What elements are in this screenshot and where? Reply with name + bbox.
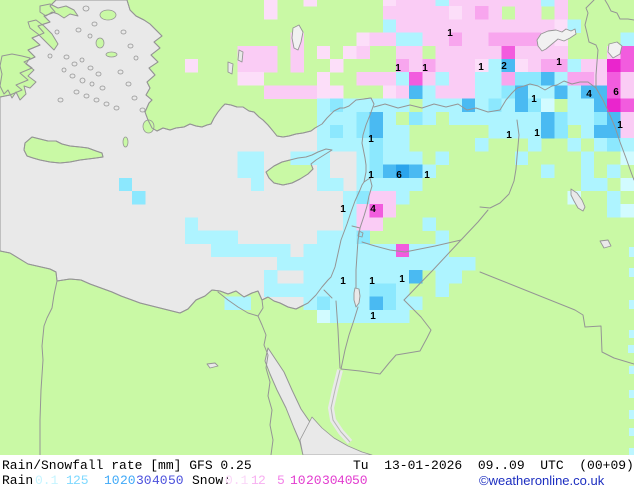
svg-text:6: 6 — [396, 170, 402, 181]
svg-text:2: 2 — [501, 61, 507, 72]
svg-text:6: 6 — [613, 87, 619, 98]
svg-text:1: 1 — [368, 170, 374, 181]
svg-text:1: 1 — [478, 62, 484, 73]
svg-text:1: 1 — [531, 94, 537, 105]
svg-text:1: 1 — [534, 128, 540, 139]
svg-text:1: 1 — [399, 274, 405, 285]
svg-text:1: 1 — [340, 276, 346, 287]
svg-text:1: 1 — [424, 170, 430, 181]
svg-text:1: 1 — [369, 276, 375, 287]
svg-text:1: 1 — [556, 57, 562, 68]
svg-text:1: 1 — [340, 204, 346, 215]
svg-text:1: 1 — [506, 130, 512, 141]
svg-text:1: 1 — [370, 311, 376, 322]
svg-text:1: 1 — [617, 120, 623, 131]
svg-text:1: 1 — [368, 134, 374, 145]
svg-text:1: 1 — [395, 63, 401, 74]
svg-text:1: 1 — [447, 28, 453, 39]
svg-text:4: 4 — [586, 89, 592, 100]
svg-text:4: 4 — [370, 204, 376, 215]
svg-text:1: 1 — [422, 63, 428, 74]
